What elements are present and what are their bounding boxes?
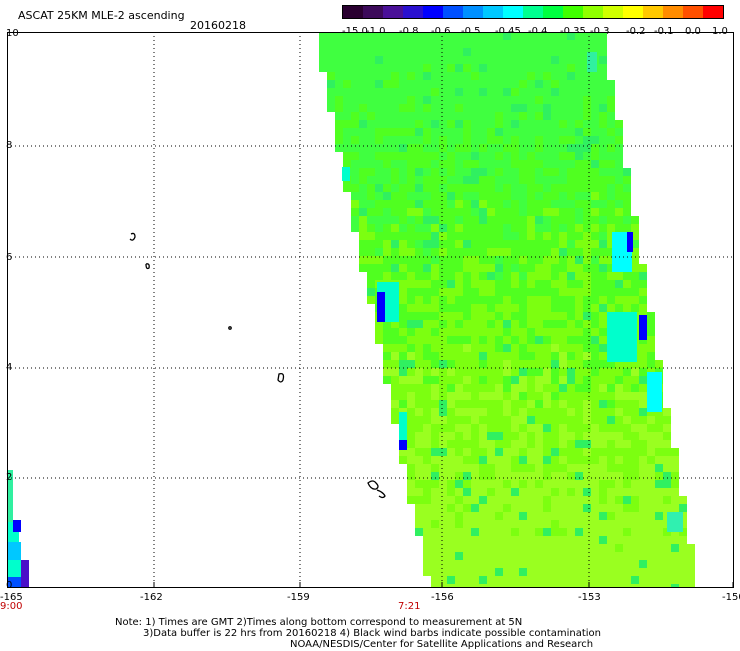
colorbar-label: -0.5 (461, 26, 481, 37)
island-outlines (129, 232, 386, 499)
colorbar-label: -0.35 (560, 26, 586, 37)
colorbar (342, 5, 724, 19)
map-title: ASCAT 25KM MLE-2 ascending (18, 9, 185, 22)
colorbar-segment (443, 6, 463, 18)
colorbar-segment (483, 6, 503, 18)
colorbar-segment (463, 6, 483, 18)
x-tick-label: -159 (287, 592, 310, 603)
colorbar-segment (683, 6, 703, 18)
note-line-1: Note: 1) Times are GMT 2)Times along bot… (115, 617, 523, 628)
colorbar-label: 0.0 (685, 26, 701, 37)
y-tick-label: 4 (6, 362, 13, 373)
colorbar-segment (643, 6, 663, 18)
colorbar-segment (423, 6, 443, 18)
colorbar-segment (603, 6, 623, 18)
y-tick-label: 8 (6, 140, 13, 151)
colorbar-segment (703, 6, 723, 18)
time-label: 7:21 (398, 601, 421, 612)
colorbar-label: -0.8 (399, 26, 419, 37)
y-tick-label: 0 (6, 580, 13, 591)
x-tick-label: -156 (431, 592, 454, 603)
colorbar-label: -0.45 (495, 26, 521, 37)
colorbar-label: 1.0 (712, 26, 728, 37)
colorbar-label: -0.1 (654, 26, 674, 37)
time-label: 9:00 (0, 601, 23, 612)
colorbar-label: -0.3 (590, 26, 610, 37)
grid-lines (7, 32, 734, 588)
colorbar-segment (383, 6, 403, 18)
colorbar-segment (623, 6, 643, 18)
colorbar-label: -0.2 (626, 26, 646, 37)
map-date: 20160218 (190, 19, 246, 32)
colorbar-label: -15.0 (342, 26, 368, 37)
note-line-3: NOAA/NESDIS/Center for Satellite Applica… (290, 639, 594, 650)
colorbar-segment (363, 6, 383, 18)
colorbar-label: -0.6 (431, 26, 451, 37)
colorbar-segment (523, 6, 543, 18)
axis-ticks (7, 582, 734, 588)
note-line-2: 3)Data buffer is 22 hrs from 20160218 4)… (143, 628, 601, 639)
colorbar-segment (503, 6, 523, 18)
y-tick-label: 2 (6, 472, 13, 483)
colorbar-segment (403, 6, 423, 18)
data-swath (319, 32, 695, 588)
y-tick-label: 10 (6, 28, 19, 39)
colorbar-segment (543, 6, 563, 18)
x-tick-label: -153 (578, 592, 601, 603)
y-tick-label: 6 (6, 252, 13, 263)
colorbar-label: -0.4 (528, 26, 548, 37)
x-tick-label: -162 (140, 592, 163, 603)
x-tick-label: -150 (722, 592, 740, 603)
x-tick-label: -165 (0, 592, 23, 603)
colorbar-segment (343, 6, 363, 18)
left-edge-swath (7, 470, 29, 588)
colorbar-segment (583, 6, 603, 18)
map-plot (7, 32, 734, 588)
colorbar-label: -1.0 (366, 26, 386, 37)
colorbar-segment (563, 6, 583, 18)
colorbar-segment (663, 6, 683, 18)
